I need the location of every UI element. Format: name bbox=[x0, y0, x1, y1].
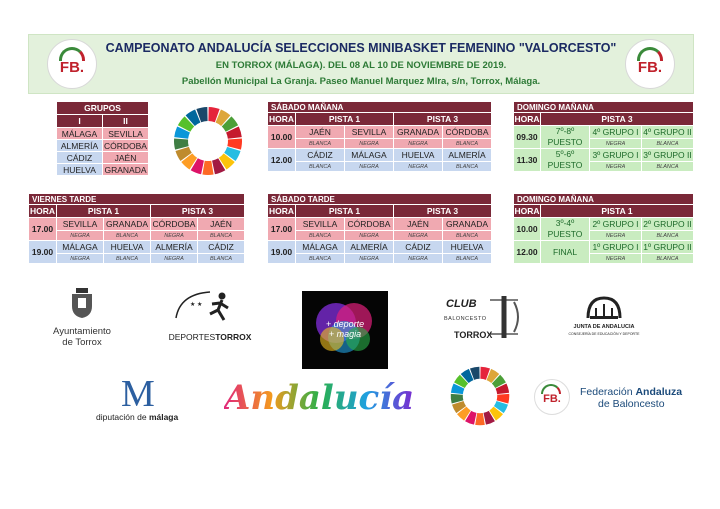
table-row: 10.00 JAÉN SEVILLA GRANADA CÓRDOBA bbox=[267, 125, 493, 149]
page-subtitle: EN TORROX (MÁLAGA). DEL 08 AL 10 DE NOVI… bbox=[215, 60, 507, 71]
table-row: 19.00 MÁLAGA HUELVA ALMERÍA CÁDIZ bbox=[28, 240, 246, 264]
deportes-torrox-logo: ★ ★ DEPORTESTORROX bbox=[160, 290, 260, 345]
sdg-segment bbox=[452, 401, 467, 414]
federacion-logo-left: FB. bbox=[47, 39, 97, 89]
domingo-manana-pista3-table: DOMINGO MAÑANA HORA PISTA 3 09.30 7º-8º PU… bbox=[512, 101, 695, 172]
sdg-segment bbox=[483, 410, 495, 425]
sdg-segment bbox=[480, 366, 491, 380]
sdg-segment bbox=[489, 406, 504, 421]
sdg-segment bbox=[450, 393, 464, 404]
sdg-segment bbox=[218, 153, 235, 170]
grupos-title: GRUPOS bbox=[56, 101, 149, 115]
ayuntamiento-torrox-logo: Ayuntamiento de Torrox bbox=[42, 288, 122, 354]
grupo-cell: HUELVA bbox=[56, 163, 103, 176]
sdg-segment bbox=[456, 406, 471, 421]
junta-arch-icon bbox=[586, 296, 622, 319]
andalucia-logo: Andalucía bbox=[224, 378, 415, 418]
coat-of-arms-icon bbox=[72, 288, 92, 318]
sdg-segment bbox=[486, 368, 500, 384]
table-row: 19.00 MÁLAGA ALMERÍA CÁDIZ HUELVA bbox=[267, 240, 493, 264]
grupo-cell: ALMERÍA bbox=[56, 139, 103, 152]
sdg-segment bbox=[493, 401, 508, 414]
sdg-segment bbox=[177, 116, 195, 132]
sdg-segment bbox=[226, 126, 242, 139]
sdg-segment bbox=[227, 138, 242, 150]
grupo-cell: GRANADA bbox=[102, 163, 149, 176]
colorful-splash-icon bbox=[316, 303, 372, 353]
sdg-segment bbox=[181, 153, 198, 170]
table-row: 10.00 3º-4º PUESTO 2º GRUPO I 2º GRUPO II bbox=[513, 217, 695, 241]
sabado-manana-table: SÁBADO MAÑANA HORA PISTA 1 PISTA 3 10.00 J… bbox=[266, 101, 493, 172]
sdg-segment bbox=[491, 374, 506, 389]
domingo-manana-pista1-table: DOMINGO MAÑANA HORA PISTA 1 10.00 3º-4º PU… bbox=[512, 193, 695, 264]
federacion-logo-right: FB. bbox=[625, 39, 675, 89]
diputacion-malaga-logo: M diputación de málaga bbox=[96, 373, 179, 422]
sdg-segment bbox=[460, 368, 474, 384]
page-title: CAMPEONATO ANDALUCÍA SELECCIONES MINIBAS… bbox=[105, 41, 617, 55]
sdg-segment bbox=[202, 160, 214, 175]
club-baloncesto-torrox-logo: CLUB BALONCESTO TORROX bbox=[436, 294, 526, 344]
basketball-lines-icon bbox=[490, 296, 519, 338]
federacion-andaluza-badge: FB. bbox=[534, 379, 570, 415]
sdg-segment bbox=[212, 158, 226, 175]
table-row: 11.30 5º-6º PUESTO 3º GRUPO I 3º GRUPO II bbox=[513, 148, 695, 172]
svg-text:★ ★: ★ ★ bbox=[190, 301, 202, 308]
runner-icon: ★ ★ bbox=[175, 291, 229, 321]
domingo-manana-title: DOMINGO MAÑANA bbox=[512, 101, 695, 113]
grupo-cell: CÁDIZ bbox=[56, 151, 103, 164]
sdg-segment bbox=[185, 109, 201, 126]
viernes-tarde-table: VIERNES TARDE HORA PISTA 1 PISTA 3 17.00 S… bbox=[27, 193, 246, 264]
sdg-segment bbox=[454, 374, 469, 389]
table-row: 12.00 CÁDIZ MÁLAGA HUELVA ALMERÍA bbox=[267, 148, 493, 172]
grupo-cell: CÓRDOBA bbox=[102, 139, 149, 152]
table-row: 17.00 SEVILLA CÓRDOBA JAÉN GRANADA bbox=[267, 217, 493, 241]
sdg-segment bbox=[496, 393, 510, 404]
sdg-segment bbox=[465, 410, 477, 425]
header-banner: FB. CAMPEONATO ANDALUCÍA SELECCIONES MIN… bbox=[28, 34, 694, 94]
sdg-segment bbox=[221, 116, 239, 132]
grupo-cell: MÁLAGA bbox=[56, 127, 103, 140]
sdg-segment bbox=[495, 383, 510, 395]
grupo-cell: SEVILLA bbox=[102, 127, 149, 140]
table-row: 17.00 SEVILLA GRANADA CÓRDOBA JAÉN bbox=[28, 217, 246, 241]
federacion-andaluza-text: Federación Andaluza de Baloncesto bbox=[580, 386, 683, 410]
grupos-table: GRUPOS I II MÁLAGA SEVILLA ALMERÍA CÓRDOBA … bbox=[56, 101, 149, 176]
sdg-segment bbox=[469, 366, 480, 380]
sabado-manana-title: SÁBADO MAÑANA bbox=[266, 101, 493, 113]
viernes-tarde-title: VIERNES TARDE bbox=[27, 193, 246, 205]
venue-text: Pabellón Municipal La Granja. Paseo Manu… bbox=[181, 76, 541, 87]
sdg-segment bbox=[215, 109, 231, 126]
sdg-segment bbox=[175, 146, 192, 161]
sdg-segment bbox=[190, 158, 204, 175]
sdg-segment bbox=[208, 107, 220, 123]
sabado-tarde-table: SÁBADO TARDE HORA PISTA 1 PISTA 3 17.00 SE… bbox=[266, 193, 493, 264]
sdg-segment bbox=[174, 126, 190, 139]
sdg-wheel-icon bbox=[174, 107, 242, 175]
sdg-segment bbox=[450, 383, 465, 395]
sdg-wheel-small-icon bbox=[450, 366, 510, 426]
sabado-tarde-title: SÁBADO TARDE bbox=[266, 193, 493, 205]
sdg-segment bbox=[224, 146, 241, 161]
junta-andalucia-logo: JUNTA DE ANDALUCIA CONSEJERÍA DE EDUCACI… bbox=[568, 294, 640, 346]
sdg-segment bbox=[174, 138, 189, 150]
grupo-cell: JAÉN bbox=[102, 151, 149, 164]
domingo-manana-title: DOMINGO MAÑANA bbox=[512, 193, 695, 205]
sdg-segment bbox=[475, 412, 485, 426]
table-row: 09.30 7º-8º PUESTO 4º GRUPO I 4º GRUPO II bbox=[513, 125, 695, 149]
table-row: 12.00 FINAL 1º GRUPO I 1º GRUPO II bbox=[513, 240, 695, 264]
deporte-magia-logo: + deporte + magia bbox=[302, 291, 388, 369]
sdg-segment bbox=[196, 107, 208, 123]
